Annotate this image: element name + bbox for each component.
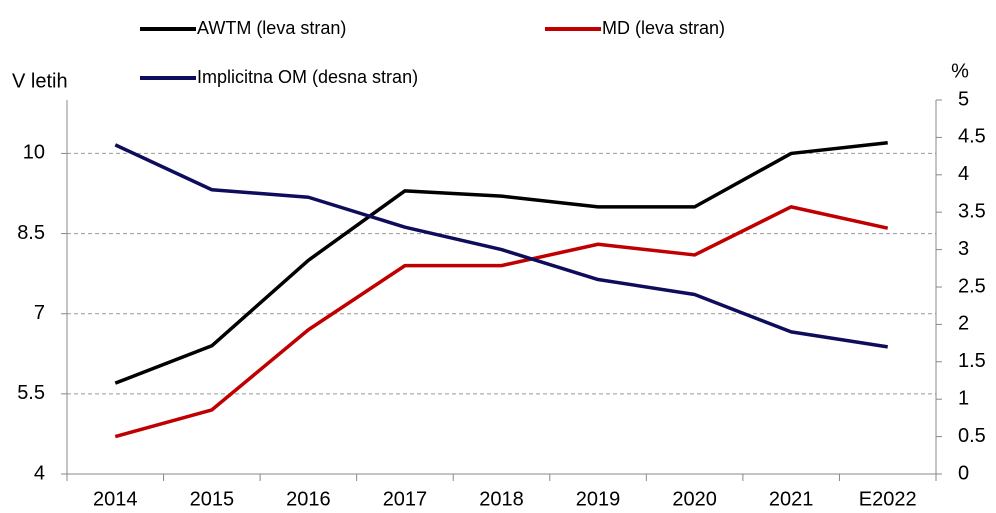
y-tick-label: 5.5 bbox=[17, 382, 45, 404]
series-line bbox=[114, 143, 888, 349]
y2-tick-label: 3 bbox=[958, 238, 969, 260]
x-tick-label: E2022 bbox=[859, 488, 917, 510]
series-line bbox=[114, 205, 889, 439]
y2-tick-label: 1 bbox=[958, 387, 969, 409]
y2-tick-label: 3.5 bbox=[958, 200, 986, 222]
x-tick-label: 2020 bbox=[672, 488, 717, 510]
y-tick-label: 10 bbox=[23, 142, 45, 164]
y-tick-label: 4 bbox=[34, 462, 45, 484]
y2-tick-label: 2 bbox=[958, 313, 969, 335]
y2-tick-label: 2.5 bbox=[958, 275, 986, 297]
x-tick-label: 2019 bbox=[576, 488, 621, 510]
x-tick-label: 2014 bbox=[93, 488, 138, 510]
y2-tick-label: 0.5 bbox=[958, 425, 986, 447]
y2-axis-label: % bbox=[951, 60, 969, 82]
series-line bbox=[114, 141, 888, 385]
y-tick-label: 7 bbox=[34, 302, 45, 324]
x-tick-label: 2018 bbox=[479, 488, 524, 510]
y2-tick-label: 5 bbox=[958, 88, 969, 110]
y2-tick-label: 4 bbox=[958, 163, 969, 185]
x-tick-label: 2015 bbox=[190, 488, 235, 510]
x-tick-label: 2021 bbox=[769, 488, 814, 510]
legend-label: AWTM (leva stran) bbox=[197, 18, 346, 38]
y2-tick-label: 1.5 bbox=[958, 350, 986, 372]
y-axis-label: V letih bbox=[12, 70, 68, 92]
y-tick-label: 8.5 bbox=[17, 222, 45, 244]
y2-tick-label: 4.5 bbox=[958, 126, 986, 148]
x-tick-label: 2016 bbox=[286, 488, 331, 510]
legend-label: Implicitna OM (desna stran) bbox=[197, 67, 418, 87]
x-tick-label: 2017 bbox=[383, 488, 428, 510]
legend-label: MD (leva stran) bbox=[602, 18, 725, 38]
y2-tick-label: 0 bbox=[958, 462, 969, 484]
